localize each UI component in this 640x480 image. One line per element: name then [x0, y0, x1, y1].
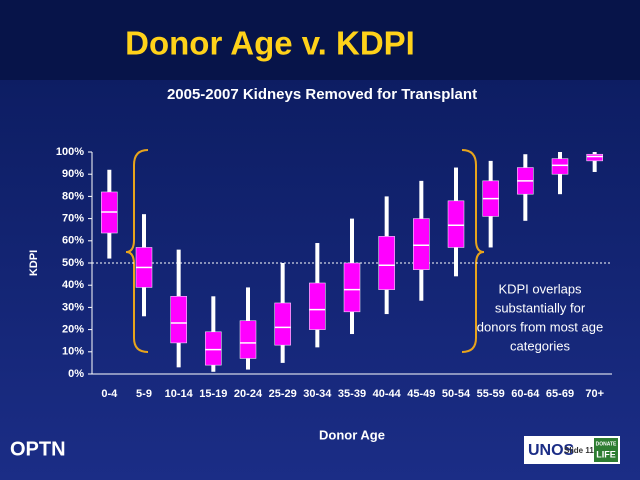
y-tick-label: 30% — [62, 301, 84, 313]
y-tick-label: 70% — [62, 213, 84, 225]
chart-title: 2005-2007 Kidneys Removed for Transplant — [167, 86, 477, 103]
y-tick-label: 10% — [62, 346, 84, 358]
x-tick-label: 70+ — [585, 388, 604, 400]
x-tick-label: 55-59 — [477, 388, 505, 400]
logo-badge-text: DONATE — [596, 441, 617, 447]
x-axis-label: Donor Age — [319, 427, 385, 442]
logo-badge — [594, 438, 618, 462]
logo-name: UNOS — [528, 442, 575, 459]
annotation: categories — [510, 338, 570, 353]
y-tick-label: 100% — [56, 146, 84, 158]
x-tick-label: 40-44 — [373, 388, 402, 400]
y-tick-label: 50% — [62, 257, 84, 269]
right-brace — [461, 149, 485, 353]
box — [343, 262, 361, 313]
box — [413, 218, 430, 270]
slide-number: Slide 11 — [564, 446, 594, 455]
x-tick-label: 30-34 — [303, 388, 332, 400]
annotation: substantially for — [495, 300, 586, 315]
y-tick-label: 60% — [62, 235, 84, 247]
x-tick-label: 20-24 — [234, 388, 263, 400]
box — [239, 320, 257, 359]
slide-title: Donor Age v. KDPI — [125, 25, 415, 62]
x-tick-label: 25-29 — [269, 388, 297, 400]
title-band — [0, 0, 640, 80]
box — [274, 302, 291, 346]
box — [205, 331, 222, 366]
x-tick-label: 45-49 — [407, 388, 435, 400]
box — [447, 200, 465, 248]
annotation: donors from most age — [477, 319, 603, 334]
y-tick-label: 20% — [62, 324, 84, 336]
footer: OPTN — [10, 438, 66, 460]
box — [309, 282, 326, 330]
x-tick-label: 35-39 — [338, 388, 366, 400]
x-tick-label: 10-14 — [165, 388, 194, 400]
box — [378, 236, 395, 290]
x-tick-label: 65-69 — [546, 388, 574, 400]
x-tick-label: 50-54 — [442, 388, 471, 400]
y-tick-label: 80% — [62, 190, 84, 202]
box — [551, 158, 569, 175]
x-tick-label: 5-9 — [136, 388, 152, 400]
y-tick-label: 40% — [62, 279, 84, 291]
y-tick-label: 0% — [68, 368, 84, 380]
logo-badge-text: LIFE — [596, 449, 616, 459]
left-brace — [125, 149, 149, 353]
x-tick-label: 15-19 — [199, 388, 227, 400]
box — [170, 296, 187, 344]
y-axis-label: KDPI — [28, 250, 40, 276]
x-tick-label: 0-4 — [101, 388, 118, 400]
annotation: KDPI overlaps — [498, 281, 582, 296]
x-tick-label: 60-64 — [511, 388, 540, 400]
y-tick-label: 90% — [62, 168, 84, 180]
box — [586, 153, 603, 162]
